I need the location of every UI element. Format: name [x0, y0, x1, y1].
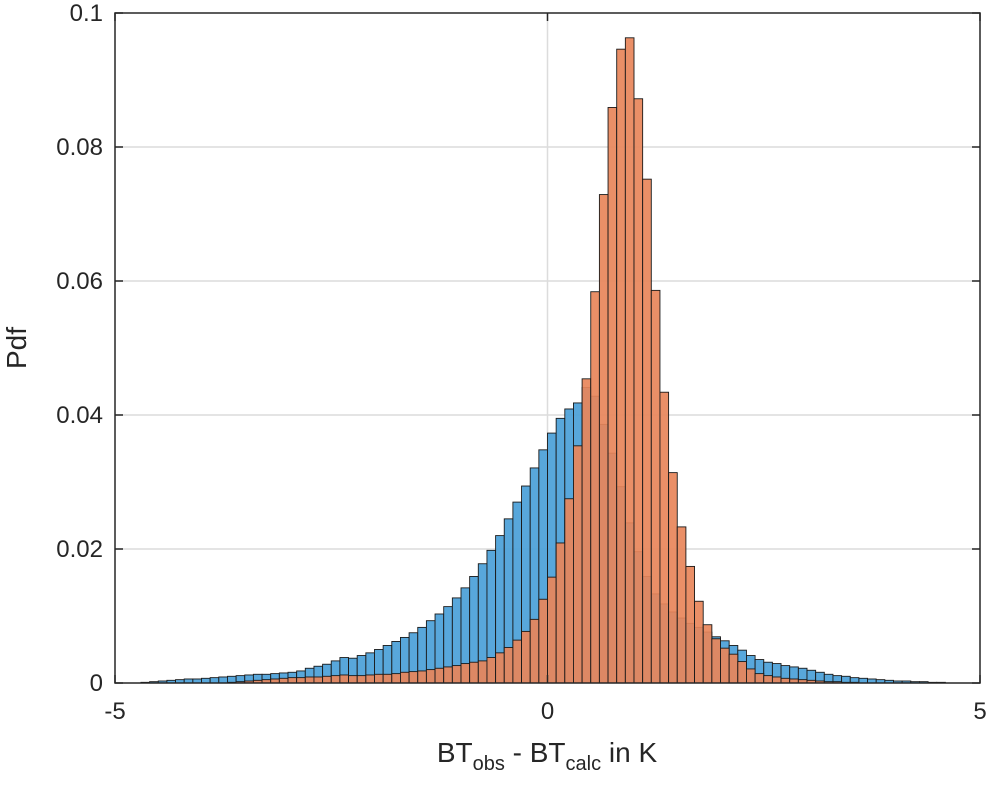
histogram-bar [417, 670, 427, 684]
histogram-bar [382, 673, 393, 684]
x-tick-label: 0 [541, 698, 554, 725]
y-tick-label: 0.04 [56, 402, 103, 429]
histogram-bar [633, 98, 644, 684]
y-tick-label: 0.08 [56, 134, 103, 161]
histogram-bar [581, 378, 592, 684]
tick-labels: 00.020.040.060.080.1-5 0 5 [56, 0, 986, 725]
histogram-bar [754, 673, 765, 684]
histogram-bar [555, 542, 566, 684]
y-axis-title: Pdf [1, 327, 32, 369]
histogram-bar [339, 674, 349, 684]
x-tick-label: 5 [973, 698, 986, 725]
histogram-bar [443, 666, 453, 684]
histogram-bar [728, 653, 739, 684]
histogram-bar [486, 657, 497, 684]
histogram-bar [209, 677, 220, 684]
histogram-bar [425, 669, 436, 684]
histogram-bar [495, 652, 505, 684]
histogram-bar [400, 671, 410, 684]
histogram-bar [547, 576, 557, 684]
histogram-bar [469, 661, 479, 684]
histogram-bar [348, 675, 358, 684]
histogram-bar [616, 48, 626, 684]
histogram-bar [477, 660, 488, 684]
histogram-bar [408, 671, 419, 684]
histogram-bar [322, 675, 332, 684]
histogram-bar [391, 673, 401, 684]
histogram-bar [650, 289, 661, 684]
y-tick-label: 0.06 [56, 268, 103, 295]
histogram-bar [694, 600, 704, 684]
axes-box [114, 12, 981, 684]
histogram-bar [763, 675, 773, 684]
histogram-bar [512, 639, 523, 684]
histogram-bar [590, 291, 600, 684]
histogram-bar [685, 565, 696, 684]
histogram-bar [564, 498, 574, 684]
histogram-bar [607, 107, 618, 684]
histogram-bar [313, 676, 324, 684]
histogram-bar [287, 677, 298, 684]
histogram-bar [676, 526, 687, 684]
histogram-bar [771, 676, 782, 684]
x-axis-title: BTobs - BTcalc in K [437, 737, 658, 775]
histogram-bar [659, 391, 670, 684]
histogram-bar [374, 673, 384, 684]
histogram-bar [529, 618, 540, 684]
histogram-bar [642, 178, 652, 684]
histogram-bar [365, 674, 375, 684]
histogram-bar [521, 630, 531, 684]
histogram-bar [711, 638, 721, 684]
histogram-bar [304, 676, 315, 684]
histogram-bar [296, 677, 306, 684]
histogram-bar [538, 598, 548, 684]
histogram-bar [746, 668, 756, 684]
y-tick-label: 0 [90, 670, 103, 697]
histogram-bar [451, 665, 462, 684]
histogram-bar [573, 445, 583, 684]
histogram-bar [434, 667, 445, 684]
y-tick-label: 0.1 [70, 0, 103, 27]
histogram-bar [624, 37, 635, 684]
histogram-bar [218, 676, 228, 684]
y-tick-label: 0.02 [56, 536, 103, 563]
histogram-bar [356, 675, 367, 684]
grid-lines [115, 13, 980, 683]
histogram-bar [737, 661, 747, 684]
x-tick-label: -5 [104, 698, 125, 725]
histogram-bar [503, 647, 514, 684]
histogram-bar [330, 675, 341, 684]
histogram-bar [460, 663, 471, 684]
histogram-bar [720, 647, 730, 684]
histogram-bars [140, 37, 946, 684]
histogram-bar [598, 194, 609, 684]
histogram-bar [702, 624, 713, 684]
histogram-bar [668, 472, 678, 684]
